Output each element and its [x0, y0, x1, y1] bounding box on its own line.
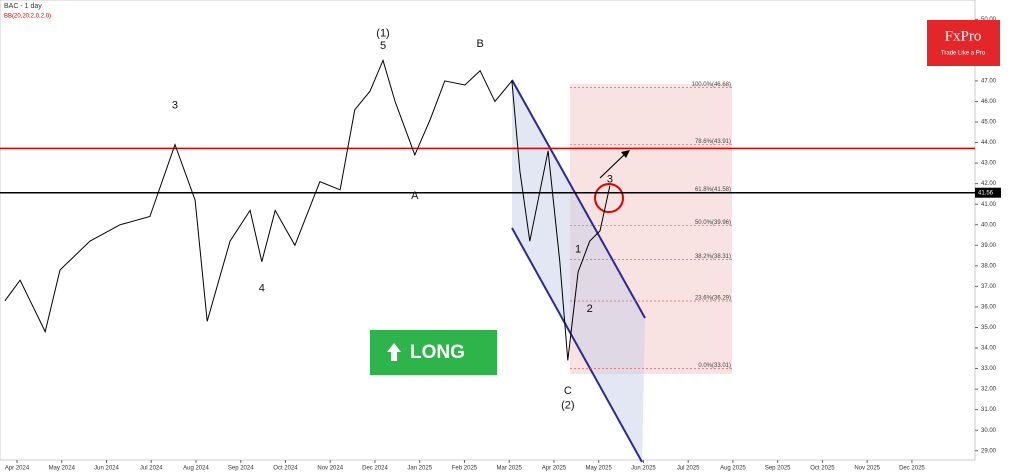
signal-arrow — [387, 343, 401, 361]
x-tick-label: May 2024 — [49, 466, 76, 472]
y-tick-label: 33.00 — [981, 366, 997, 372]
wave-label: C — [564, 385, 572, 397]
plot-area — [0, 0, 976, 461]
x-tick-label: Nov 2024 — [317, 466, 343, 472]
level-box — [975, 187, 1001, 198]
y-tick-label: 35.00 — [981, 325, 997, 331]
y-tick-label: 36.00 — [981, 305, 997, 311]
y-tick-label: 42.00 — [981, 181, 997, 187]
fib-label: 50.0%(39.96) — [695, 220, 731, 226]
wave-label: 4 — [259, 282, 265, 294]
wave-label: 2 — [587, 303, 593, 315]
signal-text: LONG — [410, 342, 465, 363]
y-tick-label: 30.00 — [981, 428, 997, 434]
arrow — [599, 152, 627, 179]
x-tick-label: Dec 2025 — [899, 466, 925, 472]
wave-label: 3 — [607, 173, 613, 185]
wave-label: 1 — [575, 243, 581, 255]
wave-label: B — [476, 38, 483, 50]
y-tick-label: 29.00 — [981, 448, 997, 454]
fib-label: 78.6%(43.91) — [695, 139, 731, 145]
x-tick-label: Aug 2025 — [720, 466, 746, 472]
price-line — [4, 58, 611, 361]
x-tick-label: Jan 2025 — [407, 466, 432, 472]
fib-label: 38.2%(38.31) — [695, 254, 731, 260]
y-tick-label: 45.00 — [981, 120, 997, 126]
x-tick-label: Jun 2024 — [94, 466, 119, 472]
y-tick-label: 47.00 — [981, 79, 997, 85]
x-tick-label: Mar 2025 — [497, 466, 523, 472]
x-tick-label: Jul 2024 — [140, 466, 163, 472]
x-tick-label: Feb 2025 — [452, 466, 478, 472]
y-tick-label: 41.00 — [981, 202, 997, 208]
y-tick-label: 34.00 — [981, 346, 997, 352]
y-tick-label: 43.00 — [981, 161, 997, 167]
y-tick-label: 31.00 — [981, 407, 997, 413]
x-tick-label: Apr 2025 — [542, 466, 567, 472]
wave-label: 3 — [172, 99, 178, 111]
wave-label: 5 — [380, 40, 386, 52]
y-tick-label: 37.00 — [981, 284, 997, 290]
dynamic-layer: 29.00 30.00 31.00 32.00 33.00 34.00 35.00 36.00… — [0, 17, 1001, 472]
wave-label: (1) — [376, 28, 389, 40]
y-tick-label: 32.00 — [981, 387, 997, 393]
x-tick-label: Nov 2025 — [854, 466, 880, 472]
fib-label: 23.6%(36.29) — [695, 296, 731, 302]
arrow-head — [621, 150, 630, 158]
logo: FxPro — [945, 28, 982, 44]
fib-label: 100.0%(46.68) — [692, 82, 731, 88]
y-tick-label: 46.00 — [981, 99, 997, 105]
x-tick-label: Jul 2025 — [677, 466, 700, 472]
level-label: 41.56 — [978, 190, 994, 196]
y-tick-label: 40.00 — [981, 222, 997, 228]
x-tick-label: Sep 2024 — [228, 466, 254, 472]
chart-title: BAC - 1 day — [4, 3, 42, 10]
x-tick-label: Apr 2024 — [5, 466, 30, 472]
x-tick-label: Aug 2024 — [183, 466, 209, 472]
x-tick-label: May 2025 — [586, 466, 613, 472]
channel-line — [511, 79, 646, 319]
x-tick-label: Oct 2024 — [273, 466, 298, 472]
fib-label: 61.8%(41.58) — [695, 187, 731, 193]
highlight-circle — [594, 183, 624, 213]
slogan: Trade Like a Pro — [941, 51, 986, 57]
y-tick-label: 44.00 — [981, 140, 997, 146]
x-tick-label: Oct 2025 — [810, 466, 835, 472]
wave-label: (2) — [561, 399, 574, 411]
x-tick-label: Dec 2024 — [362, 466, 388, 472]
y-tick-label: 38.00 — [981, 263, 997, 269]
fib-label: 0.0%(33.01) — [698, 363, 731, 369]
logo-box — [927, 20, 1000, 66]
wave-label: A — [411, 190, 419, 202]
y-tick-label: 50.00 — [981, 17, 997, 23]
channel-line — [511, 227, 643, 463]
x-tick-label: Sep 2025 — [765, 466, 791, 472]
x-tick-label: Jun 2025 — [631, 466, 656, 472]
indicator-label: BB(20,20,2,0,2.0) — [4, 14, 51, 20]
y-tick-label: 39.00 — [981, 243, 997, 249]
